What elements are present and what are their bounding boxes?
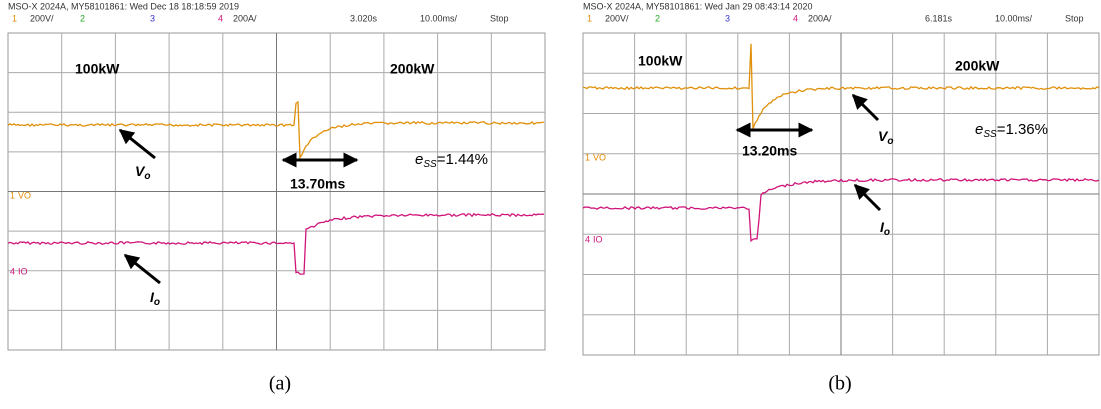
v-label-sub: o — [887, 136, 893, 147]
channel-info: 3 — [150, 13, 155, 23]
channel-info: 200V/ — [605, 13, 629, 23]
power-label: 200kW — [390, 61, 435, 77]
marker-num: 4 — [585, 234, 590, 244]
page: {"panels": [ {"header": "MSO-X 2024A, MY… — [0, 0, 1101, 409]
channel-info: 4 — [793, 13, 798, 23]
error-rest: =1.36% — [997, 121, 1048, 138]
figure: MSO-X 2024A, MY58101861: Wed Dec 18 18:1… — [0, 0, 1101, 409]
channel-info: 3.020s — [350, 13, 378, 23]
error-rest: =1.44% — [437, 151, 488, 168]
channel-info: Stop — [1065, 13, 1084, 23]
channel-info: 200A/ — [808, 13, 832, 23]
marker-name: VO — [593, 152, 606, 162]
error-main: e — [975, 121, 983, 138]
marker-name: IO — [18, 266, 28, 276]
power-label: 200kW — [955, 58, 1000, 74]
channel-info: 1 — [587, 13, 592, 23]
channel-info: 2 — [655, 13, 660, 23]
power-label: 100kW — [75, 61, 120, 77]
channel-info: 2 — [80, 13, 85, 23]
channel-info: 4 — [218, 13, 223, 23]
marker-num: 1 — [10, 190, 15, 200]
marker-name: VO — [18, 190, 31, 200]
channel-info: 200V/ — [30, 13, 54, 23]
channel-info: Stop — [490, 13, 509, 23]
caption: (b) — [828, 373, 851, 395]
error-sub: SS — [423, 159, 437, 170]
marker-name: IO — [593, 234, 603, 244]
channel-info: 200A/ — [233, 13, 257, 23]
settling-time: 13.70ms — [290, 176, 345, 192]
v-label-sub: o — [144, 171, 150, 182]
caption: (a) — [269, 373, 291, 395]
error-main: e — [415, 151, 423, 168]
settling-time: 13.20ms — [742, 143, 797, 159]
error-sub: SS — [983, 129, 997, 140]
scope-panel: MSO-X 2024A, MY58101861: Wed Jan 29 08:4… — [583, 1, 1099, 394]
power-label: 100kW — [638, 53, 683, 69]
i-label-sub: o — [154, 297, 160, 308]
channel-info: 6.181s — [925, 13, 953, 23]
channel-info: 3 — [725, 13, 730, 23]
scope-panel: MSO-X 2024A, MY58101861: Wed Dec 18 18:1… — [8, 1, 545, 394]
marker-num: 4 — [10, 266, 15, 276]
channel-info: 10.00ms/ — [995, 13, 1033, 23]
scope-header: MSO-X 2024A, MY58101861: Wed Jan 29 08:4… — [583, 1, 813, 11]
channel-info: 10.00ms/ — [420, 13, 458, 23]
marker-num: 1 — [585, 152, 590, 162]
channel-info: 1 — [12, 13, 17, 23]
i-label-sub: o — [884, 227, 890, 238]
scope-header: MSO-X 2024A, MY58101861: Wed Dec 18 18:1… — [8, 1, 239, 11]
